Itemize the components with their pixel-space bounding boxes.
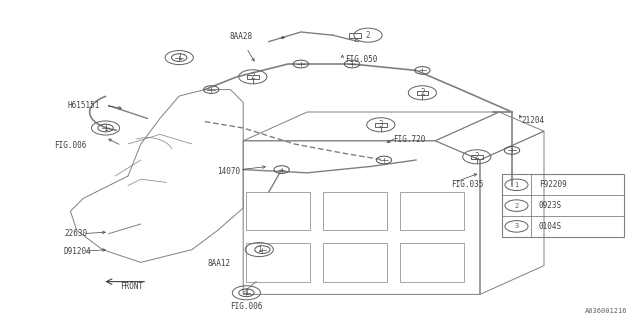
Bar <box>349 33 361 37</box>
Text: FIG.720: FIG.720 <box>394 135 426 144</box>
Text: H615151: H615151 <box>67 101 100 110</box>
Text: 1: 1 <box>515 182 518 188</box>
Bar <box>246 243 310 282</box>
Text: 3: 3 <box>378 120 383 129</box>
Text: 2: 2 <box>420 88 425 97</box>
Text: 1: 1 <box>244 288 249 297</box>
Bar <box>247 75 259 79</box>
Text: FIG.050: FIG.050 <box>346 55 378 64</box>
Text: 1: 1 <box>257 245 262 254</box>
Text: 8AA28: 8AA28 <box>230 32 253 41</box>
Bar <box>417 91 428 95</box>
Bar <box>246 192 310 230</box>
Bar <box>323 243 387 282</box>
Text: 2: 2 <box>365 31 371 40</box>
Text: 2: 2 <box>474 152 479 161</box>
Text: 14070: 14070 <box>217 167 240 176</box>
Text: F92209: F92209 <box>539 180 566 189</box>
Text: 3: 3 <box>515 223 518 229</box>
Text: 21204: 21204 <box>522 116 545 124</box>
Text: 0104S: 0104S <box>539 222 562 231</box>
Text: 22630: 22630 <box>64 229 87 238</box>
Text: A036001216: A036001216 <box>585 308 627 314</box>
Bar <box>375 123 387 127</box>
Text: 2: 2 <box>250 72 255 81</box>
Text: 2: 2 <box>515 203 518 209</box>
Text: FIG.035: FIG.035 <box>451 180 484 188</box>
Text: FIG.006: FIG.006 <box>54 141 87 150</box>
Text: 1: 1 <box>103 124 108 132</box>
Bar <box>400 243 464 282</box>
Bar <box>502 174 624 237</box>
Text: FIG.006: FIG.006 <box>230 302 262 311</box>
Bar <box>323 192 387 230</box>
Text: FRONT: FRONT <box>120 282 143 291</box>
Text: 1: 1 <box>177 53 182 62</box>
Text: D91204: D91204 <box>64 247 92 256</box>
Text: 0923S: 0923S <box>539 201 562 210</box>
Bar <box>471 155 483 159</box>
Text: 8AA12: 8AA12 <box>207 260 230 268</box>
Bar <box>400 192 464 230</box>
